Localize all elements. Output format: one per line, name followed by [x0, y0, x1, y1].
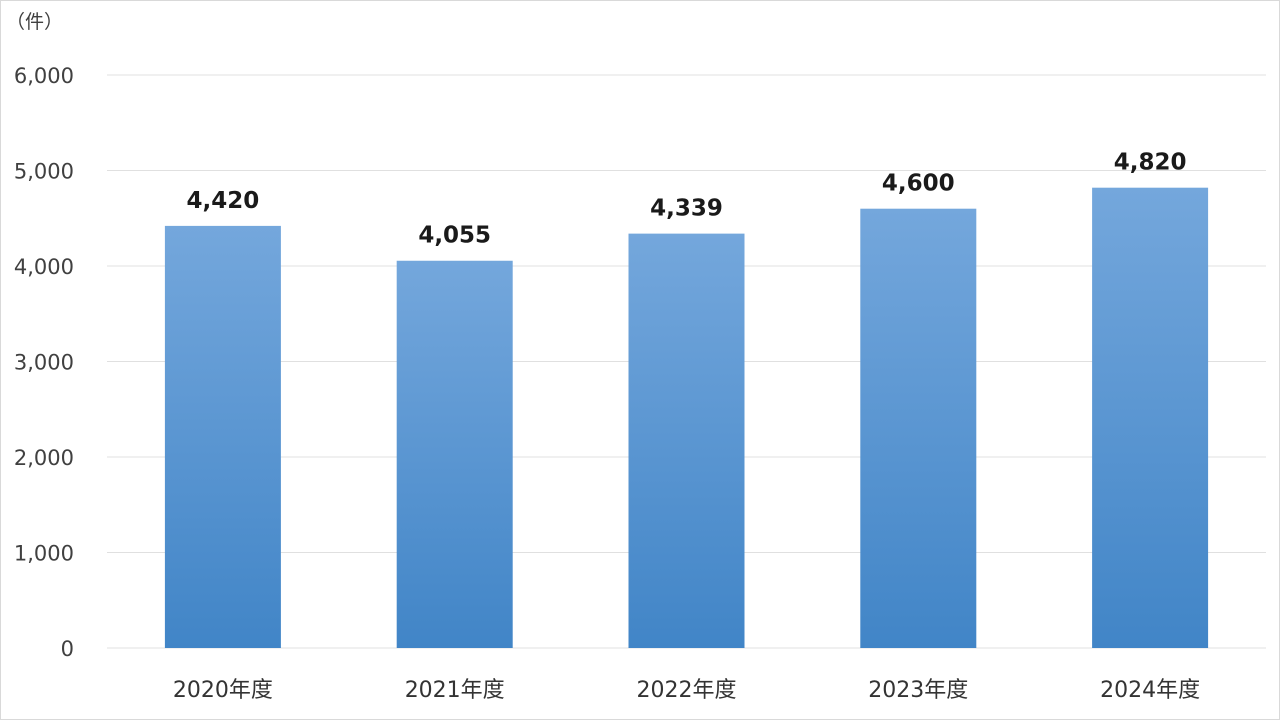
- x-tick-label: 2023年度: [868, 678, 968, 703]
- y-axis-ticks: 0 1,000 2,000 3,000 4,000 5,000 6,000: [14, 64, 74, 661]
- bar-2023年度: [860, 208, 977, 648]
- x-tick-label: 2021年度: [405, 678, 505, 703]
- x-axis-ticks: 2020年度 2021年度 2022年度 2023年度 2024年度: [173, 678, 1200, 703]
- bar-2020年度: [164, 225, 281, 648]
- bar-2022年度: [628, 233, 745, 649]
- data-label: 4,420: [187, 188, 260, 214]
- gridlines: [107, 74, 1266, 649]
- y-tick-label: 4,000: [14, 255, 74, 279]
- x-tick-label: 2022年度: [637, 678, 737, 703]
- data-label: 4,820: [1114, 150, 1187, 176]
- y-tick-label: 5,000: [14, 160, 74, 184]
- x-tick-label: 2024年度: [1100, 678, 1200, 703]
- bar-2024年度: [1092, 187, 1209, 648]
- y-unit-label: （件）: [6, 11, 63, 33]
- data-label: 4,600: [882, 171, 955, 197]
- y-tick-label: 2,000: [14, 446, 74, 470]
- bar-2021年度: [396, 260, 513, 648]
- bars: [164, 187, 1209, 649]
- y-tick-label: 6,000: [14, 64, 74, 88]
- x-tick-label: 2020年度: [173, 678, 273, 703]
- data-labels: 4,420 4,055 4,339 4,600 4,820: [187, 150, 1187, 249]
- y-tick-label: 0: [61, 637, 74, 661]
- data-label: 4,339: [650, 196, 723, 222]
- y-tick-label: 1,000: [14, 542, 74, 566]
- data-label: 4,055: [418, 223, 491, 249]
- y-tick-label: 3,000: [14, 351, 74, 375]
